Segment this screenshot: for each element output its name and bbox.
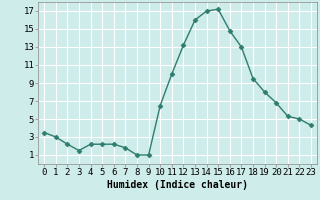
- X-axis label: Humidex (Indice chaleur): Humidex (Indice chaleur): [107, 180, 248, 190]
